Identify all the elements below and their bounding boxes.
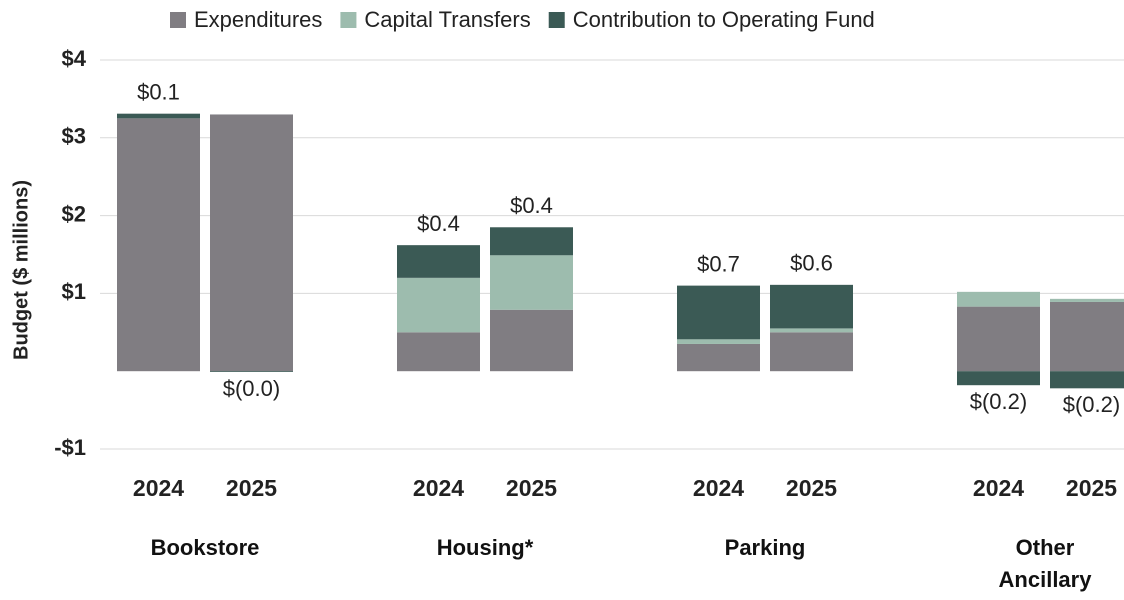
bar-segment: [210, 114, 293, 372]
y-tick-label: $1: [62, 279, 86, 304]
bar-segment: [117, 118, 200, 372]
x-tick-label: 2025: [1066, 475, 1117, 501]
group-label: Other Ancillary: [998, 535, 1092, 592]
legend-label: Expenditures: [194, 7, 322, 32]
group-label: Parking: [724, 535, 806, 560]
bar-segment: [490, 309, 573, 372]
bar-segment: [770, 332, 853, 372]
bar-segment: [957, 371, 1040, 386]
bar-segment: [770, 284, 853, 329]
data-label: $0.4: [417, 211, 460, 236]
legend-swatch: [548, 12, 565, 28]
bar-segment: [1050, 298, 1124, 302]
bar-segment: [397, 332, 480, 372]
legend-label: Contribution to Operating Fund: [573, 7, 875, 32]
y-axis-title: Budget ($ millions): [10, 180, 32, 360]
legend-swatch: [340, 12, 357, 28]
data-label: $0.1: [137, 79, 180, 104]
bar-segment: [397, 277, 480, 333]
data-label: $0.4: [510, 193, 553, 218]
y-tick-label: $3: [62, 124, 86, 149]
bar-segment: [957, 291, 1040, 307]
bar-segment: [677, 343, 760, 372]
bar-segment: [957, 306, 1040, 372]
y-tick-label: $2: [62, 201, 86, 226]
y-tick-label: $4: [62, 46, 87, 71]
bar-segment: [677, 285, 760, 340]
data-label: $0.6: [790, 251, 833, 276]
bar-segment: [490, 227, 573, 256]
data-label: $(0.2): [970, 389, 1027, 414]
group-label: Housing*: [436, 535, 534, 560]
group-label: Bookstore: [150, 535, 260, 560]
bar-segment: [1050, 301, 1124, 372]
x-tick-label: 2024: [133, 475, 184, 501]
y-tick-label: -$1: [54, 435, 86, 460]
data-label: $0.7: [697, 251, 740, 276]
bar-segment: [397, 245, 480, 278]
bar-segment: [770, 328, 853, 333]
legend-label: Capital Transfers: [364, 7, 530, 32]
legend-swatch: [170, 12, 186, 28]
x-tick-label: 2025: [786, 475, 837, 501]
bar-segment: [210, 371, 293, 372]
x-tick-label: 2024: [973, 475, 1024, 501]
bar-segment: [117, 113, 200, 119]
data-label: $(0.0): [223, 376, 280, 401]
x-tick-label: 2024: [413, 475, 464, 501]
x-tick-label: 2025: [226, 475, 277, 501]
x-tick-label: 2025: [506, 475, 557, 501]
bar-segment: [677, 339, 760, 344]
bar-segment: [1050, 371, 1124, 389]
bar-segment: [490, 255, 573, 310]
data-label: $(0.2): [1063, 392, 1120, 417]
x-tick-label: 2024: [693, 475, 744, 501]
